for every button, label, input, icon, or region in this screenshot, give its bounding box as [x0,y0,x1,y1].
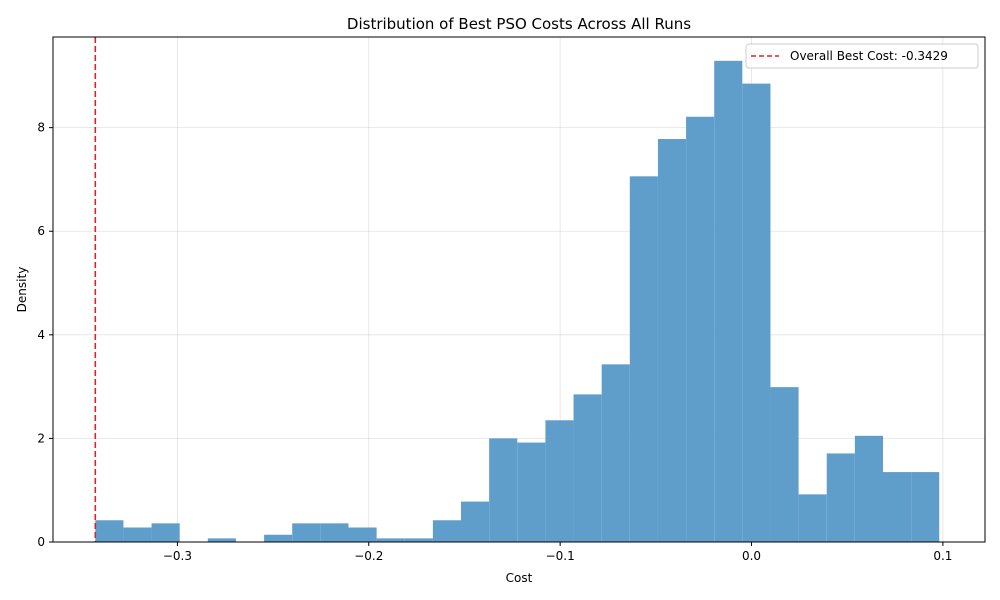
legend-box [745,43,979,69]
histogram-bar [629,176,658,543]
x-tick-label: −0.2 [354,549,383,563]
histogram-bar [207,538,236,542]
y-tick-label: 2 [37,431,45,445]
histogram-bar [151,523,180,542]
histogram-bar [95,520,124,542]
x-tick-label: −0.1 [546,549,575,563]
histogram-bar [432,520,462,542]
histogram-bar [404,538,433,542]
legend: Overall Best Cost: -0.3429 [745,43,979,69]
histogram-bar [461,501,490,542]
histogram-bar [264,534,293,542]
y-tick-label: 4 [37,328,45,342]
legend-entry-label: Overall Best Cost: -0.3429 [790,49,948,63]
histogram-bar [573,394,602,542]
histogram-bar [854,435,883,542]
histogram-bar [123,527,152,542]
histogram-bar [686,116,715,542]
x-tick-label: −0.3 [163,549,192,563]
histogram-bar [320,523,349,542]
histogram-bar [826,453,855,542]
histogram-bar [348,527,377,542]
histogram-bar [911,472,940,542]
chart-title: Distribution of Best PSO Costs Across Al… [347,15,691,33]
histogram-bar [517,442,546,542]
y-tick-label: 0 [37,535,45,549]
histogram-bar [657,139,687,543]
x-tick-label: 0.0 [742,549,761,563]
histogram-bar [292,523,321,542]
histogram-bar [376,538,405,542]
histogram-bar [489,438,518,542]
histogram-bar [882,472,912,542]
histogram-bar [770,387,799,542]
histogram-bar [798,494,827,542]
ticks-layer: −0.3 −0.2 −0.1 0.0 0.1 0 2 4 6 8 [37,121,952,563]
histogram-bar [545,420,574,542]
histogram-bar [601,364,630,542]
bars-layer [95,60,940,543]
y-tick-label: 8 [37,121,45,135]
x-axis-title: Cost [506,571,533,585]
histogram-bar [742,83,771,542]
x-tick-label: 0.1 [933,549,952,563]
plot-frame [52,36,986,543]
y-axis-title: Density [15,267,29,313]
histogram-bar [714,60,743,542]
y-tick-label: 6 [37,224,45,238]
